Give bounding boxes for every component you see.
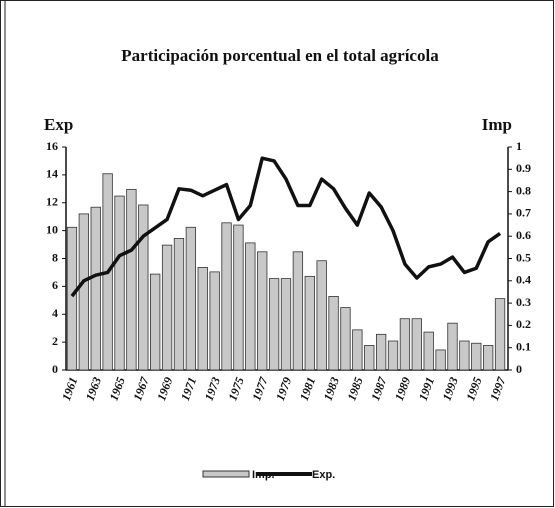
y-axis-label: Exp bbox=[44, 115, 73, 134]
x-tick-label: 1983 bbox=[321, 375, 342, 402]
y-tick-label: 6 bbox=[52, 278, 58, 292]
bar bbox=[494, 298, 506, 371]
x-tick-label: 1975 bbox=[225, 375, 246, 402]
y-tick-label: 12 bbox=[46, 195, 58, 209]
y-tick-label: 10 bbox=[46, 222, 58, 236]
x-tick-label: 1961 bbox=[59, 375, 80, 402]
x-tick-label: 1989 bbox=[392, 375, 413, 402]
bar bbox=[185, 226, 197, 371]
bar bbox=[471, 342, 482, 371]
bar bbox=[340, 307, 351, 371]
y-tick-label: 16 bbox=[46, 139, 58, 153]
bar bbox=[114, 195, 125, 371]
bar bbox=[459, 340, 470, 371]
bar bbox=[423, 331, 434, 371]
bar bbox=[483, 345, 494, 371]
bar bbox=[209, 271, 220, 371]
x-tick-label: 1963 bbox=[83, 375, 104, 402]
y2-tick-label: 0.8 bbox=[516, 183, 531, 197]
bar bbox=[126, 188, 137, 371]
x-tick-label: 1993 bbox=[440, 375, 461, 402]
legend-label: Exp. bbox=[312, 469, 335, 481]
bar bbox=[364, 345, 375, 371]
bar bbox=[78, 213, 89, 371]
bar bbox=[233, 224, 244, 371]
bar bbox=[245, 242, 256, 371]
y2-tick-label: 0.9 bbox=[516, 161, 531, 175]
bar bbox=[328, 296, 339, 371]
y-tick-label: 8 bbox=[52, 250, 58, 264]
bar bbox=[268, 278, 280, 371]
bar bbox=[66, 226, 78, 371]
x-tick-label: 1985 bbox=[344, 375, 365, 402]
x-tick-label: 1969 bbox=[154, 375, 175, 402]
bar bbox=[292, 251, 304, 371]
y-tick-label: 2 bbox=[52, 334, 58, 348]
bar bbox=[352, 329, 363, 371]
y2-tick-label: 0.1 bbox=[516, 339, 531, 353]
bar bbox=[399, 318, 411, 371]
y2-tick-label: 0.7 bbox=[516, 206, 531, 220]
bar bbox=[150, 273, 161, 371]
y2-axis-label: Imp bbox=[482, 115, 512, 134]
x-tick-label: 1979 bbox=[273, 375, 294, 402]
x-tick-label: 1971 bbox=[178, 375, 199, 402]
y2-tick-label: 0 bbox=[516, 362, 522, 376]
bar bbox=[447, 322, 458, 371]
chart-title: Participación porcentual en el total agr… bbox=[121, 46, 439, 65]
x-tick-label: 1997 bbox=[487, 374, 509, 402]
x-tick-label: 1967 bbox=[130, 374, 152, 402]
bar bbox=[280, 278, 292, 371]
bar bbox=[257, 251, 268, 371]
bar bbox=[304, 275, 315, 371]
x-tick-label: 1991 bbox=[416, 375, 437, 402]
bar bbox=[173, 238, 185, 371]
y-tick-label: 14 bbox=[46, 167, 58, 181]
bar bbox=[316, 260, 327, 371]
y-tick-label: 4 bbox=[52, 306, 58, 320]
y2-tick-label: 0.5 bbox=[516, 250, 531, 264]
bar bbox=[387, 340, 399, 371]
bar bbox=[375, 333, 387, 371]
y2-tick-label: 0.3 bbox=[516, 295, 531, 309]
x-tick-label: 1995 bbox=[463, 375, 484, 402]
y2-tick-label: 1 bbox=[516, 139, 522, 153]
y2-tick-label: 0.4 bbox=[516, 273, 531, 287]
y2-tick-label: 0.6 bbox=[516, 228, 531, 242]
x-tick-label: 1981 bbox=[297, 375, 318, 402]
bar bbox=[435, 349, 446, 371]
line bbox=[70, 156, 502, 298]
x-tick-label: 1977 bbox=[249, 374, 271, 402]
y2-tick-label: 0.2 bbox=[516, 317, 531, 331]
bar bbox=[138, 204, 149, 371]
x-tick-label: 1973 bbox=[202, 375, 223, 402]
bar bbox=[197, 267, 208, 371]
legend-swatch bbox=[202, 470, 250, 478]
x-tick-label: 1987 bbox=[368, 374, 390, 402]
bar bbox=[90, 206, 101, 371]
bar bbox=[221, 222, 232, 371]
bar bbox=[411, 318, 422, 371]
bar bbox=[161, 244, 173, 371]
x-tick-label: 1965 bbox=[107, 375, 128, 402]
y-tick-label: 0 bbox=[52, 362, 58, 376]
